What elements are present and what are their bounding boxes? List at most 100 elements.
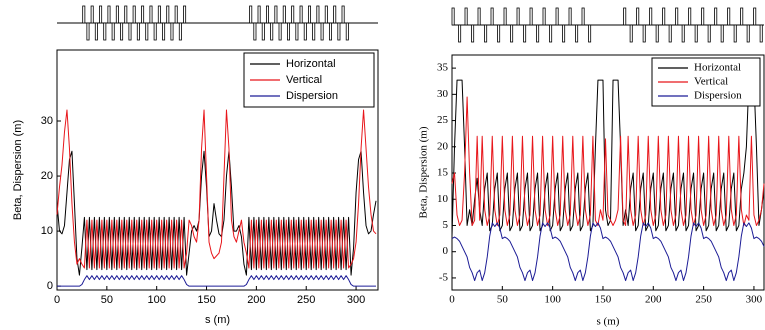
- lattice-magnet: [124, 5, 128, 24]
- lattice-magnet: [345, 22, 349, 41]
- lattice-magnet: [103, 22, 107, 41]
- y-tick-label: 20: [41, 170, 53, 182]
- lattice-magnet: [170, 22, 174, 41]
- lattice-magnet: [497, 24, 501, 43]
- lattice-magnet: [295, 22, 299, 41]
- lattice-magnet: [581, 7, 585, 26]
- lattice-magnet: [333, 5, 337, 24]
- x-tick-label: 50: [497, 294, 509, 306]
- y-tick-label: 30: [41, 115, 53, 127]
- lattice-magnet: [299, 5, 303, 24]
- x-tick-label: 200: [645, 294, 662, 306]
- lattice-magnet: [257, 5, 261, 24]
- lattice-magnet: [555, 7, 559, 26]
- lattice-magnet: [727, 7, 731, 26]
- legend-label: Vertical: [286, 74, 322, 86]
- x-tick-label: 200: [247, 294, 265, 306]
- lattice-magnet: [484, 24, 488, 43]
- lattice-magnet: [477, 7, 481, 26]
- lattice-magnet: [307, 5, 311, 24]
- lattice-magnet: [136, 22, 140, 41]
- lattice-magnet: [529, 7, 533, 26]
- x-tick-label: 150: [197, 294, 215, 306]
- y-tick-label: 0: [443, 245, 449, 257]
- lattice-magnet: [471, 24, 475, 43]
- lattice-magnet: [549, 24, 553, 43]
- lattice-magnet: [746, 24, 750, 43]
- lattice-magnet: [174, 5, 178, 24]
- lattice-magnet: [458, 24, 462, 43]
- lattice-magnet: [99, 5, 103, 24]
- x-tick-label: 300: [746, 294, 763, 306]
- y-tick-label: 0: [47, 280, 53, 292]
- legend-label: Horizontal: [694, 62, 741, 74]
- lattice-magnet: [701, 7, 705, 26]
- lattice-magnet: [86, 22, 90, 41]
- series-line: [56, 109, 377, 269]
- lattice-magnet: [249, 5, 253, 24]
- y-axis-label: Beta, Dispersion (m): [12, 120, 24, 220]
- legend-label: Dispersion: [694, 90, 742, 102]
- lattice-magnet: [636, 7, 640, 26]
- lattice-magnet: [157, 5, 161, 24]
- lattice-magnet: [128, 22, 132, 41]
- x-tick-label: 50: [101, 294, 113, 306]
- lattice-magnet: [623, 7, 627, 26]
- lattice-magnet: [681, 24, 685, 43]
- lattice-magnet: [162, 22, 166, 41]
- plot-frame: [451, 54, 765, 291]
- lattice-magnet: [655, 24, 659, 43]
- lattice-magnet: [115, 5, 119, 24]
- lattice-magnet: [337, 22, 341, 41]
- lattice-magnet: [316, 5, 320, 24]
- x-tick-label: 0: [449, 294, 455, 306]
- series-line: [451, 222, 765, 282]
- lattice-magnet: [516, 7, 520, 26]
- lattice-magnet: [278, 22, 282, 41]
- x-tick-label: 250: [695, 294, 712, 306]
- lattice-magnet: [753, 7, 757, 26]
- series-line: [451, 96, 765, 226]
- lattice-magnet: [261, 22, 265, 41]
- lattice-magnet: [120, 22, 124, 41]
- lattice-magnet: [107, 5, 111, 24]
- lattice-magnet: [274, 5, 278, 24]
- x-tick-label: 0: [54, 294, 60, 306]
- lattice-magnet: [324, 5, 328, 24]
- lattice-magnet: [451, 7, 455, 26]
- y-axis-label: Beta, Dispersion (m): [418, 126, 430, 218]
- x-tick-label: 100: [544, 294, 561, 306]
- lattice-magnet: [503, 7, 507, 26]
- legend-box: [651, 57, 761, 107]
- series-line: [56, 150, 377, 276]
- lattice-magnet: [714, 7, 718, 26]
- lattice-magnet: [642, 24, 646, 43]
- lattice-magnet: [303, 22, 307, 41]
- lattice-magnet: [291, 5, 295, 24]
- lattice-magnet: [132, 5, 136, 24]
- lattice-magnet: [688, 7, 692, 26]
- lattice-magnet: [510, 24, 514, 43]
- lattice-magnet: [694, 24, 698, 43]
- lattice-magnet: [675, 7, 679, 26]
- lattice-magnet: [542, 7, 546, 26]
- legend-label: Vertical: [694, 76, 728, 88]
- lattice-magnet: [720, 24, 724, 43]
- series-line: [451, 79, 765, 236]
- lattice-magnet: [575, 24, 579, 43]
- lattice-magnet: [668, 24, 672, 43]
- x-tick-label: 300: [347, 294, 365, 306]
- plot-frame: [56, 49, 379, 291]
- left-panel: 0 50 100 150 200 250 300 0 10 20 30 s (m) Beta, Disp…: [12, 5, 379, 326]
- lattice-magnet: [265, 5, 269, 24]
- lattice-magnet: [166, 5, 170, 24]
- y-tick-label: -5: [439, 271, 449, 283]
- lattice-magnet: [145, 22, 149, 41]
- lattice-magnet: [733, 24, 737, 43]
- lattice-magnet: [568, 7, 572, 26]
- lattice-magnet: [588, 24, 592, 43]
- x-tick-label: 150: [595, 294, 612, 306]
- lattice-magnet: [178, 22, 182, 41]
- lattice-magnet: [629, 24, 633, 43]
- y-tick-label: 5: [443, 219, 449, 231]
